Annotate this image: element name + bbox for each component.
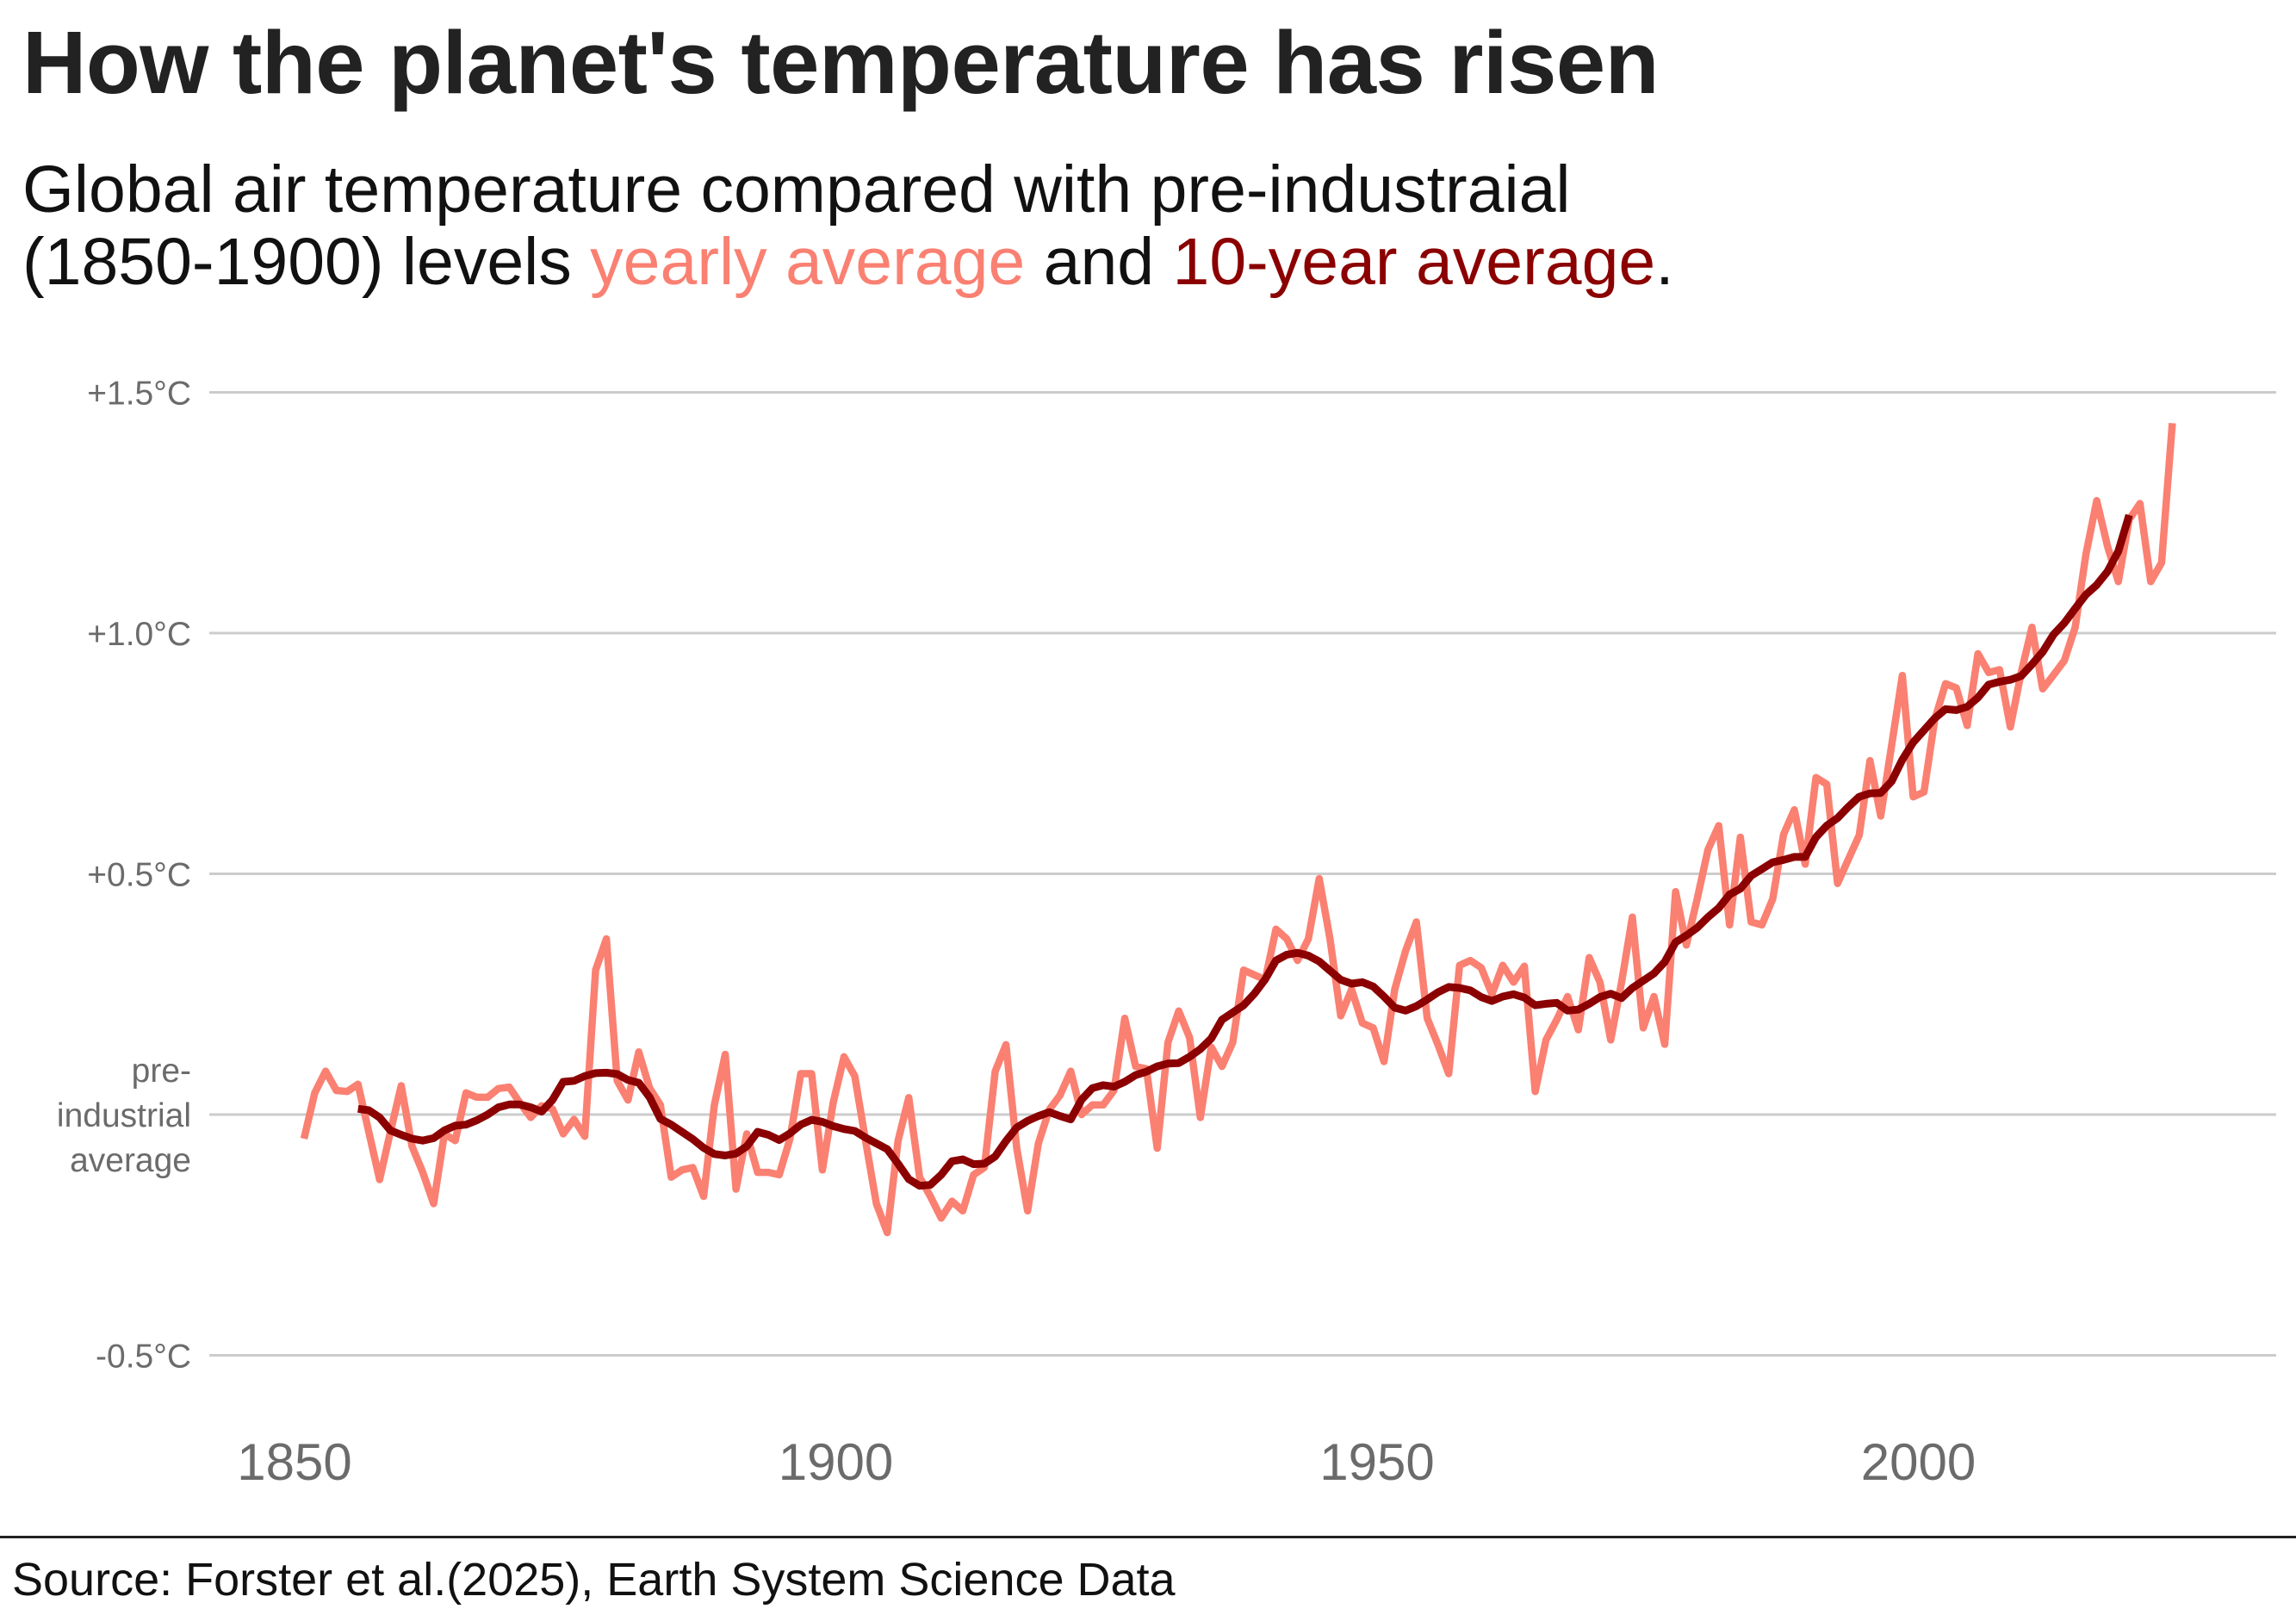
x-tick-label: 1900	[779, 1433, 893, 1491]
subtitle-period: .	[1655, 225, 1674, 299]
gridlines	[209, 391, 2276, 1357]
x-tick-label: 2000	[1861, 1433, 1976, 1491]
y-tick-label-line: +1.0°C	[87, 616, 191, 653]
footer-divider	[0, 1536, 2296, 1538]
temperature-chart: +1.5°C +1.0°C +0.5°C pre-industrial average -…	[57, 376, 2276, 1491]
subtitle-line-1: Global air temperature compared with pre…	[22, 152, 1571, 227]
legend-yearly-average: yearly average	[590, 225, 1026, 299]
x-tick-label: 1850	[237, 1433, 351, 1491]
y-tick-label: +1.0°C	[87, 616, 191, 653]
y-tick-label: +0.5°C	[87, 857, 191, 894]
y-tick-label: +1.5°C	[87, 376, 191, 413]
yearly-average-line	[300, 422, 2176, 1237]
y-tick-label-line: industrial	[57, 1097, 191, 1134]
subtitle-and: and	[1025, 225, 1173, 299]
y-axis-labels: +1.5°C +1.0°C +0.5°C pre-industrial average -…	[57, 376, 191, 1376]
yearly-average-line-points	[303, 423, 2173, 1233]
chart-title: How the planet's temperature has risen	[22, 13, 1660, 112]
y-tick-label: -0.5°C	[96, 1339, 191, 1376]
y-tick-label-line: average	[70, 1142, 191, 1179]
ten-year-average-line-points	[357, 514, 2130, 1186]
series-lines	[300, 422, 2176, 1237]
y-tick-label-line: +0.5°C	[87, 857, 191, 894]
x-tick-label: 1950	[1319, 1433, 1434, 1491]
y-tick-label-line: pre-	[132, 1053, 191, 1090]
y-tick-label: pre-industrial average	[57, 1053, 191, 1179]
source-note: Source: Forster et al.(2025), Earth Syst…	[12, 1554, 1176, 1606]
chart-subtitle: Global air temperature compared with pre…	[22, 153, 1674, 298]
legend-10-year-average: 10-year average	[1172, 225, 1656, 299]
y-tick-label-line: +1.5°C	[87, 376, 191, 413]
subtitle-line-2-prefix: (1850-1900) levels	[22, 225, 591, 299]
y-tick-label-line: -0.5°C	[96, 1339, 191, 1376]
x-axis-labels: 1850 1900 1950 2000	[237, 1433, 1976, 1491]
